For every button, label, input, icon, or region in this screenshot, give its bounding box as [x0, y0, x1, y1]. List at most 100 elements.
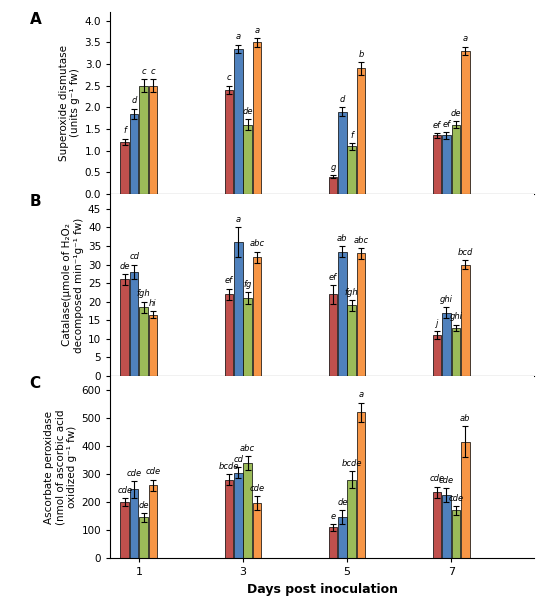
- Text: cde: cde: [127, 469, 142, 478]
- Text: a: a: [255, 26, 260, 35]
- Bar: [461, 265, 469, 376]
- Text: j: j: [436, 319, 438, 328]
- Text: cde: cde: [439, 476, 454, 485]
- Text: cde: cde: [145, 467, 160, 476]
- Bar: [433, 335, 441, 376]
- Text: f: f: [350, 131, 353, 140]
- Text: ab: ab: [460, 414, 471, 423]
- Bar: [253, 257, 261, 376]
- Y-axis label: Ascorbate peroxidase
(nmol of ascorbic acid
oxidized g⁻¹ fw): Ascorbate peroxidase (nmol of ascorbic a…: [44, 409, 77, 525]
- Text: cde: cde: [449, 494, 463, 503]
- Bar: [357, 412, 365, 558]
- Text: c: c: [226, 73, 231, 82]
- Bar: [338, 251, 347, 376]
- Text: de: de: [451, 109, 461, 118]
- Bar: [130, 114, 138, 194]
- Bar: [329, 176, 337, 194]
- Bar: [461, 442, 469, 558]
- Bar: [329, 294, 337, 376]
- Text: cd: cd: [233, 455, 243, 464]
- Bar: [338, 112, 347, 194]
- Text: d: d: [132, 97, 137, 106]
- Text: a: a: [359, 391, 364, 400]
- Bar: [433, 136, 441, 194]
- Text: abc: abc: [240, 443, 255, 452]
- Text: f: f: [123, 126, 126, 135]
- Text: ef: ef: [433, 121, 441, 130]
- Bar: [253, 43, 261, 194]
- Bar: [225, 479, 233, 558]
- Bar: [244, 463, 252, 558]
- Bar: [149, 315, 157, 376]
- Text: hi: hi: [149, 299, 156, 308]
- Bar: [234, 242, 242, 376]
- Bar: [348, 146, 356, 194]
- Bar: [225, 294, 233, 376]
- Bar: [357, 253, 365, 376]
- Bar: [329, 527, 337, 558]
- Bar: [433, 492, 441, 558]
- Text: d: d: [339, 95, 345, 104]
- Text: abc: abc: [250, 239, 264, 248]
- Text: de: de: [337, 498, 348, 507]
- Text: a: a: [463, 34, 468, 43]
- Bar: [149, 485, 157, 558]
- Bar: [442, 495, 451, 558]
- Bar: [234, 49, 242, 194]
- Text: ef: ef: [442, 120, 451, 129]
- Bar: [234, 473, 242, 558]
- Text: g: g: [330, 163, 336, 172]
- Bar: [225, 90, 233, 194]
- Bar: [121, 142, 129, 194]
- Bar: [139, 517, 148, 558]
- Text: de: de: [138, 501, 149, 510]
- Y-axis label: Superoxide dismutase
(units g⁻¹ fw): Superoxide dismutase (units g⁻¹ fw): [59, 45, 80, 161]
- Text: ab: ab: [337, 234, 348, 243]
- Text: c: c: [141, 67, 146, 76]
- Text: cde: cde: [117, 485, 132, 494]
- Text: de: de: [242, 107, 253, 116]
- Text: cde: cde: [430, 475, 445, 484]
- Text: bcde: bcde: [219, 462, 239, 471]
- Text: A: A: [30, 12, 41, 27]
- Bar: [139, 86, 148, 194]
- Text: ef: ef: [329, 273, 337, 282]
- Text: a: a: [236, 215, 241, 224]
- Text: c: c: [150, 67, 155, 76]
- Bar: [149, 86, 157, 194]
- Text: ef: ef: [225, 277, 233, 286]
- Text: cde: cde: [250, 484, 264, 493]
- Bar: [461, 51, 469, 194]
- Text: bcde: bcde: [342, 459, 362, 468]
- Bar: [244, 298, 252, 376]
- Bar: [348, 479, 356, 558]
- Bar: [253, 503, 261, 558]
- Text: fgh: fgh: [137, 289, 150, 298]
- Text: abc: abc: [354, 236, 369, 245]
- Bar: [357, 68, 365, 194]
- Text: b: b: [359, 50, 364, 59]
- Bar: [121, 502, 129, 558]
- Bar: [442, 313, 451, 376]
- Bar: [130, 272, 138, 376]
- Bar: [338, 517, 347, 558]
- Bar: [452, 125, 460, 194]
- Bar: [348, 305, 356, 376]
- Text: fgh: fgh: [345, 287, 359, 296]
- Text: cd: cd: [129, 252, 139, 261]
- Y-axis label: Catalase(µmole of H₂O₂
decomposed min⁻¹g⁻¹ fw): Catalase(µmole of H₂O₂ decomposed min⁻¹g…: [62, 217, 84, 353]
- Bar: [452, 328, 460, 376]
- Text: B: B: [30, 194, 41, 209]
- Bar: [244, 125, 252, 194]
- Text: C: C: [30, 376, 41, 391]
- Bar: [442, 136, 451, 194]
- Text: ghi: ghi: [450, 313, 462, 322]
- X-axis label: Days post inoculation: Days post inoculation: [247, 583, 398, 596]
- Text: fg: fg: [244, 280, 252, 289]
- Text: bcd: bcd: [457, 248, 473, 257]
- Text: e: e: [331, 512, 336, 521]
- Bar: [452, 511, 460, 558]
- Bar: [130, 490, 138, 558]
- Bar: [121, 280, 129, 376]
- Bar: [139, 307, 148, 376]
